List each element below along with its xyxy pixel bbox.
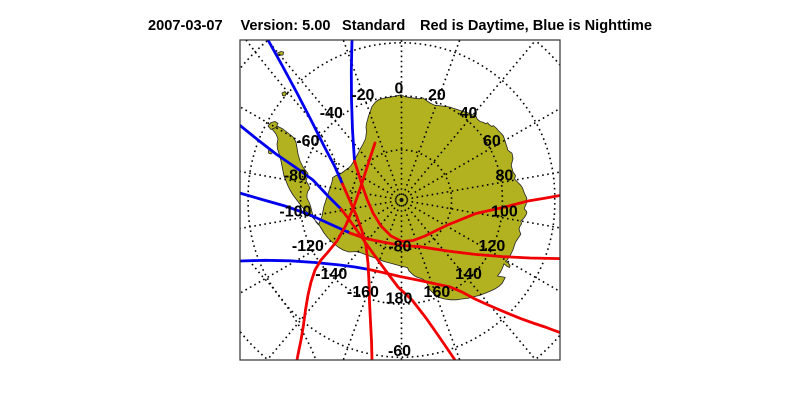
svg-text:120: 120 <box>479 238 506 255</box>
svg-text:60: 60 <box>483 133 501 150</box>
svg-text:40: 40 <box>460 105 478 122</box>
svg-text:140: 140 <box>455 266 482 283</box>
svg-text:-60: -60 <box>388 343 411 360</box>
svg-text:80: 80 <box>496 167 514 184</box>
svg-text:-80: -80 <box>284 167 307 184</box>
svg-text:-80: -80 <box>388 238 411 255</box>
svg-text:20: 20 <box>428 87 446 104</box>
svg-text:0: 0 <box>395 81 404 98</box>
svg-text:180: 180 <box>386 291 413 308</box>
svg-text:-20: -20 <box>351 87 374 104</box>
svg-text:-100: -100 <box>279 204 311 221</box>
svg-text:100: 100 <box>491 204 518 221</box>
svg-text:-140: -140 <box>315 266 347 283</box>
svg-text:-120: -120 <box>292 238 324 255</box>
svg-text:-60: -60 <box>296 133 319 150</box>
svg-text:-40: -40 <box>320 105 343 122</box>
svg-text:160: 160 <box>424 284 451 301</box>
svg-text:-160: -160 <box>347 284 379 301</box>
